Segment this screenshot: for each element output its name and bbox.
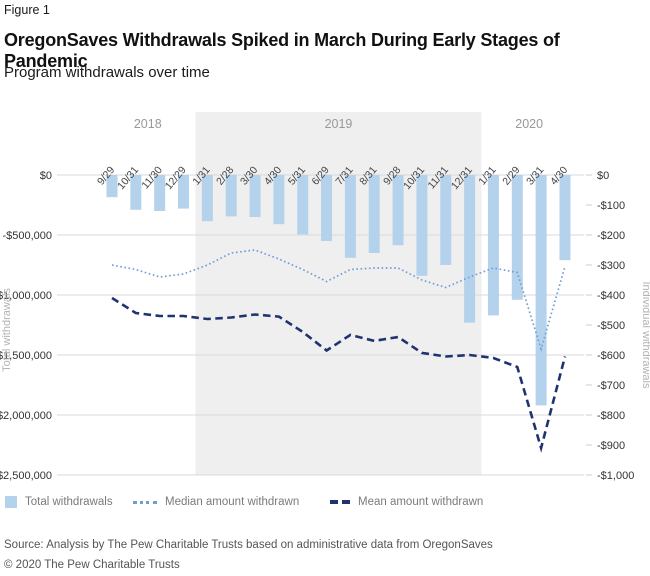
left-axis-tick-label: -$2,000,000 (0, 410, 52, 422)
bar-swatch-icon (5, 496, 17, 508)
bar-12/29 (178, 175, 190, 209)
right-axis-tick-label: -$700 (597, 380, 625, 392)
legend-item-total-withdrawals: Total withdrawals (5, 496, 113, 508)
legend-item-mean: Mean amount withdrawn (330, 496, 483, 508)
bar-9/29 (106, 175, 118, 198)
bar-4/30 (273, 175, 285, 225)
bar-10/31 (130, 175, 142, 210)
bar-9/28 (392, 175, 404, 246)
right-axis-tick-label: -$500 (597, 320, 625, 332)
legend-label: Total withdrawals (25, 496, 113, 508)
right-axis-tick-label: -$600 (597, 350, 625, 362)
dashed-line-icon (330, 500, 350, 504)
figure-label: Figure 1 (4, 3, 50, 17)
right-axis-tick-label: -$200 (597, 230, 625, 242)
year-label-2018: 2018 (134, 117, 162, 131)
withdrawals-chart: $0 -$500,000 -$1,000,000 -$1,500,000 -$2,000… (0, 112, 650, 482)
left-axis-tick-label: -$1,000,000 (0, 290, 52, 302)
left-axis-title: Total withdrawals (1, 288, 13, 372)
bar-1/31 (487, 175, 499, 316)
right-axis-title: Individual withdrawals (640, 282, 650, 389)
left-axis-tick-label: -$500,000 (2, 230, 52, 242)
right-axis-tick-label: -$1,000 (597, 470, 634, 482)
left-axis-tick-label: $0 (40, 170, 52, 182)
legend-item-median: Median amount withdrawn (133, 496, 299, 508)
left-axis-tick-label: -$1,500,000 (0, 350, 52, 362)
legend-label: Median amount withdrawn (165, 496, 300, 508)
year-label-2019: 2019 (325, 117, 353, 131)
legend-label: Mean amount withdrawn (358, 496, 484, 508)
page-title: OregonSaves Withdrawals Spiked in March … (4, 30, 560, 72)
right-axis-tick-label: $0 (597, 170, 609, 182)
right-axis-tick-label: -$300 (597, 260, 625, 272)
bar-11/31 (440, 175, 452, 265)
shaded-band-2019 (195, 112, 482, 475)
bar-2/29 (511, 175, 523, 300)
bar-7/31 (344, 175, 356, 258)
chart-legend: Total withdrawals Median amount withdraw… (0, 496, 650, 516)
chart-subtitle: Program withdrawals over time (4, 64, 210, 81)
right-axis-tick-label: -$400 (597, 290, 625, 302)
source-note: Source: Analysis by The Pew Charitable T… (4, 539, 493, 551)
mean-line (111, 296, 567, 453)
bar-4/30 (559, 175, 571, 261)
bar-3/31 (535, 175, 547, 406)
bar-2/28 (225, 175, 237, 217)
bar-10/31 (416, 175, 428, 276)
bar-3/30 (249, 175, 261, 217)
bar-8/31 (368, 175, 380, 253)
right-axis-tick-label: -$900 (597, 440, 625, 452)
bar-12/31 (464, 175, 476, 323)
left-axis-tick-label: -$2,500,000 (0, 470, 52, 482)
bar-1/31 (201, 175, 213, 222)
dotted-line-icon (133, 500, 157, 504)
bar-11/30 (154, 175, 166, 211)
copyright-note: © 2020 The Pew Charitable Trusts (4, 559, 180, 571)
right-axis-tick-label: -$100 (597, 200, 625, 212)
right-axis-tick-label: -$800 (597, 410, 625, 422)
bar-5/31 (297, 175, 309, 235)
year-label-2020: 2020 (515, 117, 543, 131)
bar-6/29 (321, 175, 333, 241)
